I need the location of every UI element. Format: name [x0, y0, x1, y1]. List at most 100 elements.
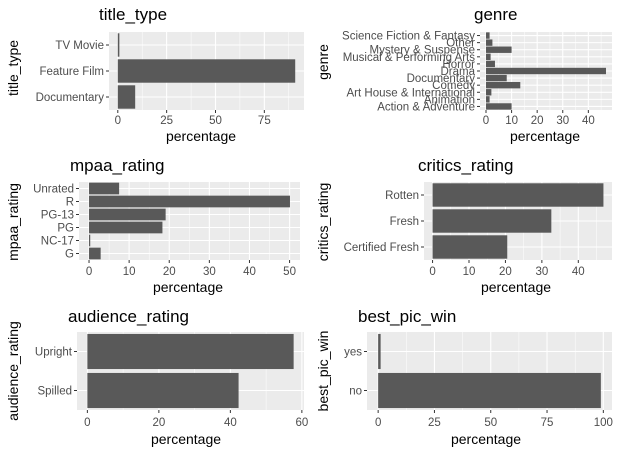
y-tick-label: yes: [344, 347, 362, 359]
panel-title: title_type: [99, 5, 167, 24]
panel-title: genre: [474, 5, 517, 24]
bar-upright: [87, 333, 294, 370]
y-tick-label: Spilled: [37, 386, 72, 398]
bar-horror: [486, 60, 495, 68]
y-tick-label: no: [349, 386, 362, 398]
bar-documentary: [486, 74, 507, 82]
x-tick-label: 0: [84, 417, 90, 429]
x-axis-label: percentage: [451, 431, 521, 447]
bar-musical-performing-arts: [486, 53, 491, 61]
y-tick-label: Art House & International: [347, 87, 476, 99]
bar-animation: [486, 96, 490, 103]
y-axis-label: genre: [315, 44, 331, 80]
bar-fresh: [432, 209, 552, 233]
y-axis-label: title_type: [5, 40, 21, 96]
y-tick-label: Animation: [424, 94, 475, 106]
bar-action-adventure: [486, 103, 512, 110]
bar-nc-17: [89, 234, 91, 247]
panel-title: audience_rating: [68, 307, 189, 326]
y-tick-label: Mystery & Suspense: [370, 45, 475, 57]
x-tick-label: 10: [123, 266, 136, 278]
bar-r: [89, 195, 290, 208]
bar-drama: [486, 67, 606, 75]
x-tick-label: 10: [463, 266, 476, 278]
panel-critics-rating: Certified Fresh Fresh Rotten 0 10 20 30 40 criti…: [315, 156, 612, 295]
bar-science-fiction-fantasy: [486, 32, 490, 39]
x-tick-label: 25: [160, 115, 173, 127]
x-tick-label: 0: [115, 115, 121, 127]
x-tick-label: 30: [203, 266, 216, 278]
x-tick-label: 0: [86, 266, 92, 278]
x-tick-label: 0: [483, 115, 489, 127]
x-axis-label: percentage: [166, 128, 236, 144]
bar-g: [89, 247, 101, 260]
y-tick-label: Action & Adventure: [377, 101, 475, 113]
y-tick-label: Unrated: [33, 184, 74, 196]
y-tick-label: G: [65, 249, 74, 261]
y-axis-label: mpaa_rating: [5, 183, 21, 261]
x-axis-label: percentage: [151, 431, 221, 447]
bar-art-house-international: [486, 89, 492, 96]
x-tick-label: 20: [499, 266, 512, 278]
bar-tv-movie: [117, 33, 120, 57]
bar-pg: [89, 221, 163, 234]
panel-title: mpaa_rating: [70, 156, 165, 175]
y-tick-label: TV Movie: [55, 40, 104, 52]
x-tick-label: 40: [582, 115, 595, 127]
panel-title: best_pic_win: [358, 307, 456, 326]
x-tick-label: 0: [375, 417, 381, 429]
y-tick-label: Certified Fresh: [344, 242, 419, 254]
y-tick-label: Fresh: [390, 216, 419, 228]
bar-comedy: [486, 81, 521, 89]
bar-feature-film: [117, 59, 296, 83]
y-tick-label: R: [66, 197, 74, 209]
bar-certified-fresh: [432, 235, 508, 259]
panel-best-pic-win: no yes 0 25 50 75 100 best_pic_win percentage bes…: [315, 307, 613, 447]
y-axis-label: best_pic_win: [315, 331, 331, 412]
panel-audience-rating: Spilled Upright 0 20 40 60 audience_ratingperc…: [5, 307, 308, 447]
x-tick-label: 0: [429, 266, 435, 278]
panel-title: critics_rating: [418, 156, 513, 175]
bar-rotten: [432, 183, 604, 207]
bar-no: [378, 372, 601, 409]
x-axis-label: percentage: [510, 128, 580, 144]
y-tick-label: PG-13: [41, 210, 74, 222]
y-tick-label: NC-17: [41, 236, 74, 248]
bar-other: [486, 39, 493, 46]
y-tick-label: Documentary: [36, 92, 105, 104]
y-tick-label: Documentary: [407, 73, 476, 85]
y-tick-label: Science Fiction & Fantasy: [342, 31, 475, 43]
y-tick-label: Comedy: [432, 80, 475, 92]
x-tick-label: 50: [484, 417, 497, 429]
x-tick-label: 100: [594, 417, 613, 429]
x-tick-label: 10: [505, 115, 518, 127]
x-tick-label: 75: [258, 115, 271, 127]
x-tick-label: 20: [163, 266, 176, 278]
y-tick-label: Rotten: [385, 190, 419, 202]
y-tick-label: Musical & Performing Arts: [343, 52, 476, 64]
x-tick-label: 40: [243, 266, 256, 278]
x-axis-label: percentage: [481, 279, 551, 295]
x-tick-label: 30: [535, 266, 548, 278]
y-axis-label: audience_rating: [5, 321, 21, 421]
bar-unrated: [89, 182, 120, 195]
x-tick-label: 50: [209, 115, 222, 127]
y-tick-label: Horror: [442, 59, 475, 71]
y-tick-label: Feature Film: [39, 66, 104, 78]
x-tick-label: 60: [295, 417, 308, 429]
x-tick-label: 20: [531, 115, 544, 127]
x-tick-label: 40: [572, 266, 585, 278]
x-tick-label: 20: [152, 417, 165, 429]
bar-pg-13: [89, 208, 166, 221]
x-tick-label: 75: [541, 417, 554, 429]
y-tick-label: Upright: [35, 347, 73, 359]
x-axis-label: percentage: [153, 279, 223, 295]
y-axis-label: critics_rating: [315, 183, 331, 262]
panel-title-type: Documentary Feature Film TV Movie 0 25 50 75 ti…: [5, 5, 304, 144]
bar-yes: [378, 333, 381, 370]
bar-mystery-suspense: [486, 46, 512, 53]
y-tick-label: Other: [446, 38, 475, 50]
x-tick-label: 25: [428, 417, 441, 429]
